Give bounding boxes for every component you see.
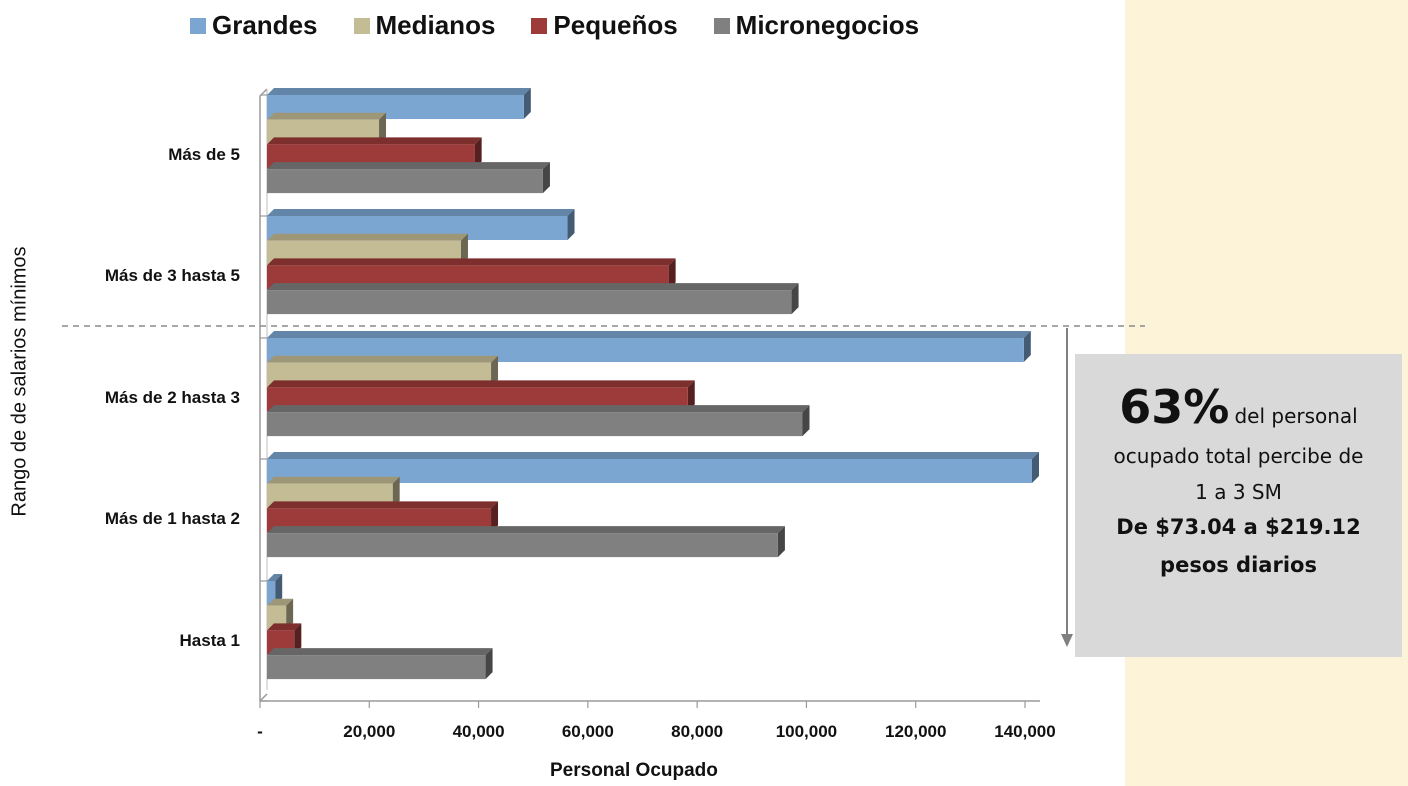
category-label-3: Más de 3 hasta 5 — [105, 266, 240, 285]
bar-side-grandes-0 — [275, 574, 283, 605]
bar-side-micronegocios-4 — [542, 162, 550, 194]
x-tick-label-5: 100,000 — [776, 722, 837, 741]
bar-side-micronegocios-2 — [802, 405, 810, 437]
bar-side-pequeños-3 — [668, 258, 676, 290]
bar-side-medianos-1 — [392, 476, 400, 508]
bar-micronegocios-4 — [267, 169, 543, 194]
bar-top-micronegocios-4 — [267, 162, 550, 170]
bar-side-pequeños-1 — [491, 501, 499, 533]
chart-wall-left — [259, 88, 268, 701]
bar-side-pequeños-0 — [294, 623, 302, 655]
bar-top-pequeños-4 — [267, 137, 482, 145]
chart-legend: Grandes Medianos Pequeños Micronegocios — [190, 10, 955, 41]
category-label-0: Hasta 1 — [180, 631, 240, 650]
x-tick-label-2: 40,000 — [453, 722, 505, 741]
bar-side-grandes-2 — [1023, 331, 1031, 362]
bar-top-grandes-3 — [267, 209, 575, 216]
legend-item-grandes: Grandes — [190, 10, 318, 41]
legend-label-grandes: Grandes — [212, 10, 318, 40]
legend-label-pequenos: Pequeños — [553, 10, 678, 40]
callout-line1: del personal — [1234, 404, 1358, 428]
x-tick-label-7: 140,000 — [994, 722, 1055, 741]
bar-micronegocios-1 — [267, 533, 778, 558]
arrow-head — [1061, 634, 1073, 647]
legend-swatch-grandes — [190, 17, 206, 34]
x-tick-label-1: 20,000 — [343, 722, 395, 741]
bar-side-micronegocios-0 — [485, 648, 493, 680]
bar-micronegocios-3 — [267, 290, 792, 315]
bar-side-micronegocios-3 — [791, 283, 799, 315]
bar-side-grandes-1 — [1032, 452, 1039, 483]
callout-line5: pesos diarios — [1160, 553, 1317, 577]
bar-top-pequeños-3 — [267, 258, 676, 266]
bar-top-micronegocios-3 — [267, 283, 799, 291]
bar-side-medianos-2 — [491, 355, 499, 387]
bar-side-medianos-3 — [460, 233, 468, 265]
bar-side-medianos-4 — [379, 112, 387, 144]
callout-headline: 63% del personal — [1075, 380, 1402, 436]
legend-item-medianos: Medianos — [353, 10, 496, 41]
bar-top-medianos-1 — [267, 476, 400, 484]
bar-top-pequeños-0 — [267, 623, 302, 631]
category-label-2: Más de 2 hasta 3 — [105, 388, 240, 407]
y-axis-title: Rango de de salarios mínimos — [8, 246, 31, 517]
bar-side-pequeños-2 — [687, 380, 695, 412]
bar-top-medianos-4 — [267, 112, 387, 120]
x-axis-title: Personal Ocupado — [550, 760, 718, 781]
legend-label-micronegocios: Micronegocios — [735, 10, 920, 40]
bar-side-grandes-3 — [567, 209, 575, 240]
callout-line4: De $73.04 a $219.12 — [1116, 515, 1361, 539]
callout-line2: ocupado total percibe de — [1113, 444, 1364, 468]
callout-box: 63% del personal ocupado total percibe d… — [1075, 354, 1402, 657]
bar-top-grandes-4 — [267, 88, 531, 95]
chart-floor-edge — [259, 693, 268, 702]
bar-side-medianos-0 — [286, 598, 294, 630]
legend-item-pequenos: Pequeños — [531, 10, 678, 41]
category-label-1: Más de 1 hasta 2 — [105, 509, 240, 528]
bar-top-medianos-0 — [267, 598, 294, 606]
bar-grandes-0 — [267, 581, 276, 605]
bar-top-pequeños-2 — [267, 380, 695, 388]
x-tick-label-6: 120,000 — [885, 722, 946, 741]
legend-swatch-micronegocios — [713, 17, 730, 34]
bar-top-micronegocios-1 — [267, 526, 785, 534]
legend-swatch-medianos — [353, 17, 370, 34]
x-tick-label-0: - — [257, 722, 263, 741]
bar-side-micronegocios-1 — [777, 526, 785, 558]
bar-top-grandes-0 — [267, 574, 283, 581]
x-tick-label-4: 80,000 — [671, 722, 723, 741]
bar-top-pequeños-1 — [267, 501, 499, 509]
bar-top-medianos-2 — [267, 355, 499, 363]
bar-micronegocios-2 — [267, 412, 803, 437]
callout-percent: 63% — [1119, 380, 1230, 434]
bar-top-micronegocios-0 — [267, 648, 493, 656]
x-tick-label-3: 60,000 — [562, 722, 614, 741]
bar-top-medianos-3 — [267, 233, 468, 241]
bar-top-grandes-2 — [267, 331, 1031, 338]
bar-side-pequeños-4 — [474, 137, 482, 169]
category-label-4: Más de 5 — [168, 145, 240, 164]
bar-top-grandes-1 — [267, 452, 1039, 459]
legend-swatch-pequenos — [531, 17, 548, 34]
bar-side-grandes-4 — [523, 88, 531, 119]
callout-line3: 1 a 3 SM — [1195, 480, 1282, 504]
legend-label-medianos: Medianos — [375, 10, 496, 40]
bar-micronegocios-0 — [267, 655, 486, 680]
bar-top-micronegocios-2 — [267, 405, 810, 413]
legend-item-micronegocios: Micronegocios — [713, 10, 920, 41]
